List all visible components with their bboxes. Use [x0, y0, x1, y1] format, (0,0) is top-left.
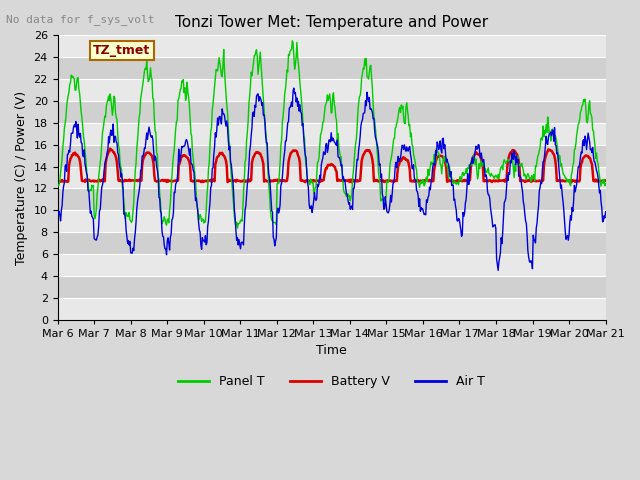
Bar	[58, 79, 605, 101]
Bar	[58, 123, 605, 145]
Title: Tonzi Tower Met: Temperature and Power: Tonzi Tower Met: Temperature and Power	[175, 15, 488, 30]
Bar	[58, 276, 605, 298]
Bar	[58, 36, 605, 57]
X-axis label: Time: Time	[316, 344, 347, 357]
Bar	[58, 145, 605, 167]
Bar	[58, 167, 605, 189]
Bar	[58, 210, 605, 232]
Bar	[58, 101, 605, 123]
Bar	[58, 298, 605, 320]
Text: No data for f_sys_volt: No data for f_sys_volt	[6, 14, 155, 25]
Bar	[58, 57, 605, 79]
Bar	[58, 189, 605, 210]
Bar	[58, 232, 605, 254]
Text: TZ_tmet: TZ_tmet	[93, 44, 150, 57]
Bar	[58, 254, 605, 276]
Legend: Panel T, Battery V, Air T: Panel T, Battery V, Air T	[173, 370, 490, 393]
Y-axis label: Temperature (C) / Power (V): Temperature (C) / Power (V)	[15, 91, 28, 264]
